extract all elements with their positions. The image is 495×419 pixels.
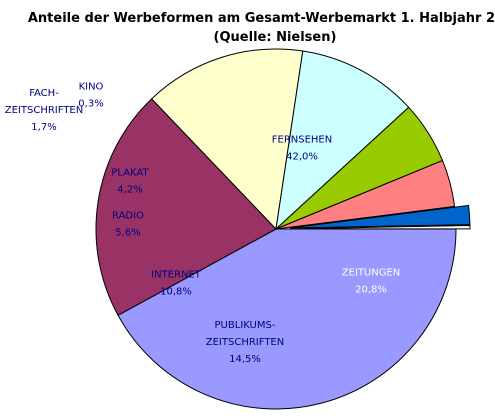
slice-category-label: ZEITSCHRIFTEN bbox=[206, 337, 284, 348]
pie-slice-publikums-zeitschriften bbox=[150, 48, 304, 231]
slice-category-label: ZEITSCHRIFTEN bbox=[5, 105, 83, 116]
slice-value-label: 0,3% bbox=[78, 99, 103, 110]
pie-slice-fernsehen bbox=[117, 228, 457, 410]
pie-slice-zeitungen bbox=[95, 98, 277, 316]
slice-category-label: ZEITUNGEN bbox=[342, 268, 401, 279]
slice-value-label: 14,5% bbox=[229, 354, 261, 365]
slice-category-label: INTERNET bbox=[151, 270, 202, 281]
slice-value-label: 20,8% bbox=[355, 285, 387, 296]
pie-labels: FERNSEHEN 42,0% ZEITUNGEN 20,8% PUBLIKUMS- ZE… bbox=[5, 82, 401, 366]
slice-category-label: PUBLIKUMS- bbox=[215, 320, 276, 331]
slice-value-label: 42,0% bbox=[286, 152, 318, 163]
slice-category-label: PLAKAT bbox=[111, 168, 149, 179]
slice-value-label: 5,6% bbox=[115, 228, 140, 239]
chart-title-line-2: (Quelle: Nielsen) bbox=[214, 30, 337, 45]
slice-value-label: 1,7% bbox=[31, 122, 56, 133]
pie-slice-plakat bbox=[275, 159, 456, 230]
slice-value-label: 10,8% bbox=[160, 287, 192, 298]
slice-category-label: FACH- bbox=[29, 88, 59, 99]
pie-slice-fach-zeitschriften bbox=[289, 204, 471, 229]
pie-slice-internet bbox=[275, 50, 410, 231]
pie-slice-kino bbox=[289, 224, 471, 230]
slice-category-label: FERNSEHEN bbox=[272, 135, 332, 146]
slice-value-label: 4,2% bbox=[117, 185, 142, 196]
pie-slices bbox=[95, 48, 471, 410]
slice-category-label: RADIO bbox=[112, 211, 144, 222]
slice-category-label: KINO bbox=[79, 82, 104, 93]
chart-title-line-1: Anteile der Werbeformen am Gesamt-Werbem… bbox=[28, 11, 495, 26]
